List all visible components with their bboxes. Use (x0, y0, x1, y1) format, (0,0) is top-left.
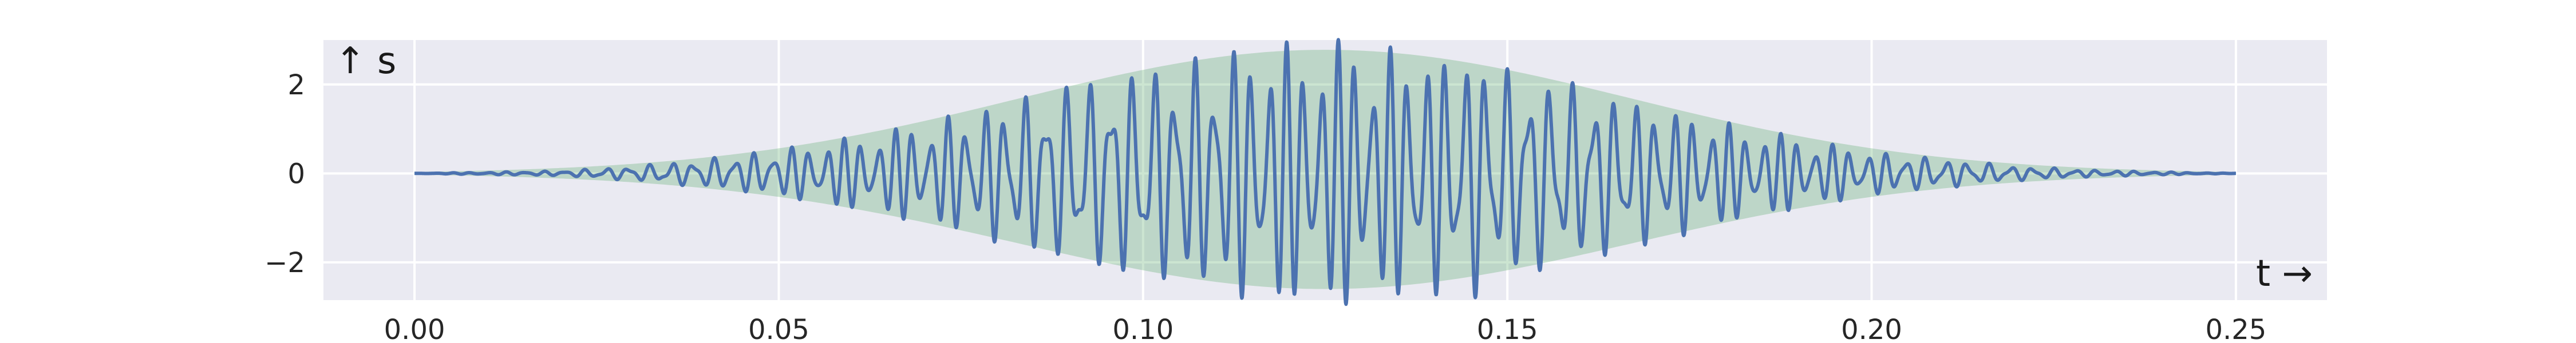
y-tick-label: 2 (287, 69, 305, 101)
x-tick-label: 0.25 (2205, 314, 2266, 343)
signal-line (413, 38, 2238, 306)
x-tick-label: 0.05 (748, 314, 809, 343)
y-tick-label: 0 (287, 158, 305, 190)
y-axis-label: ↑ s (335, 40, 396, 82)
x-tick-label: 0.20 (1841, 314, 1902, 343)
x-axis-label: t → (2256, 253, 2313, 295)
y-axis-ticks: −2 0 2 (264, 69, 305, 279)
x-tick-label: 0.15 (1477, 314, 1538, 343)
x-tick-label: 0.00 (384, 314, 445, 343)
x-axis-ticks: 0.00 0.05 0.10 0.15 0.20 0.25 (384, 314, 2267, 343)
y-tick-label: −2 (264, 247, 305, 279)
x-tick-label: 0.10 (1112, 314, 1174, 343)
